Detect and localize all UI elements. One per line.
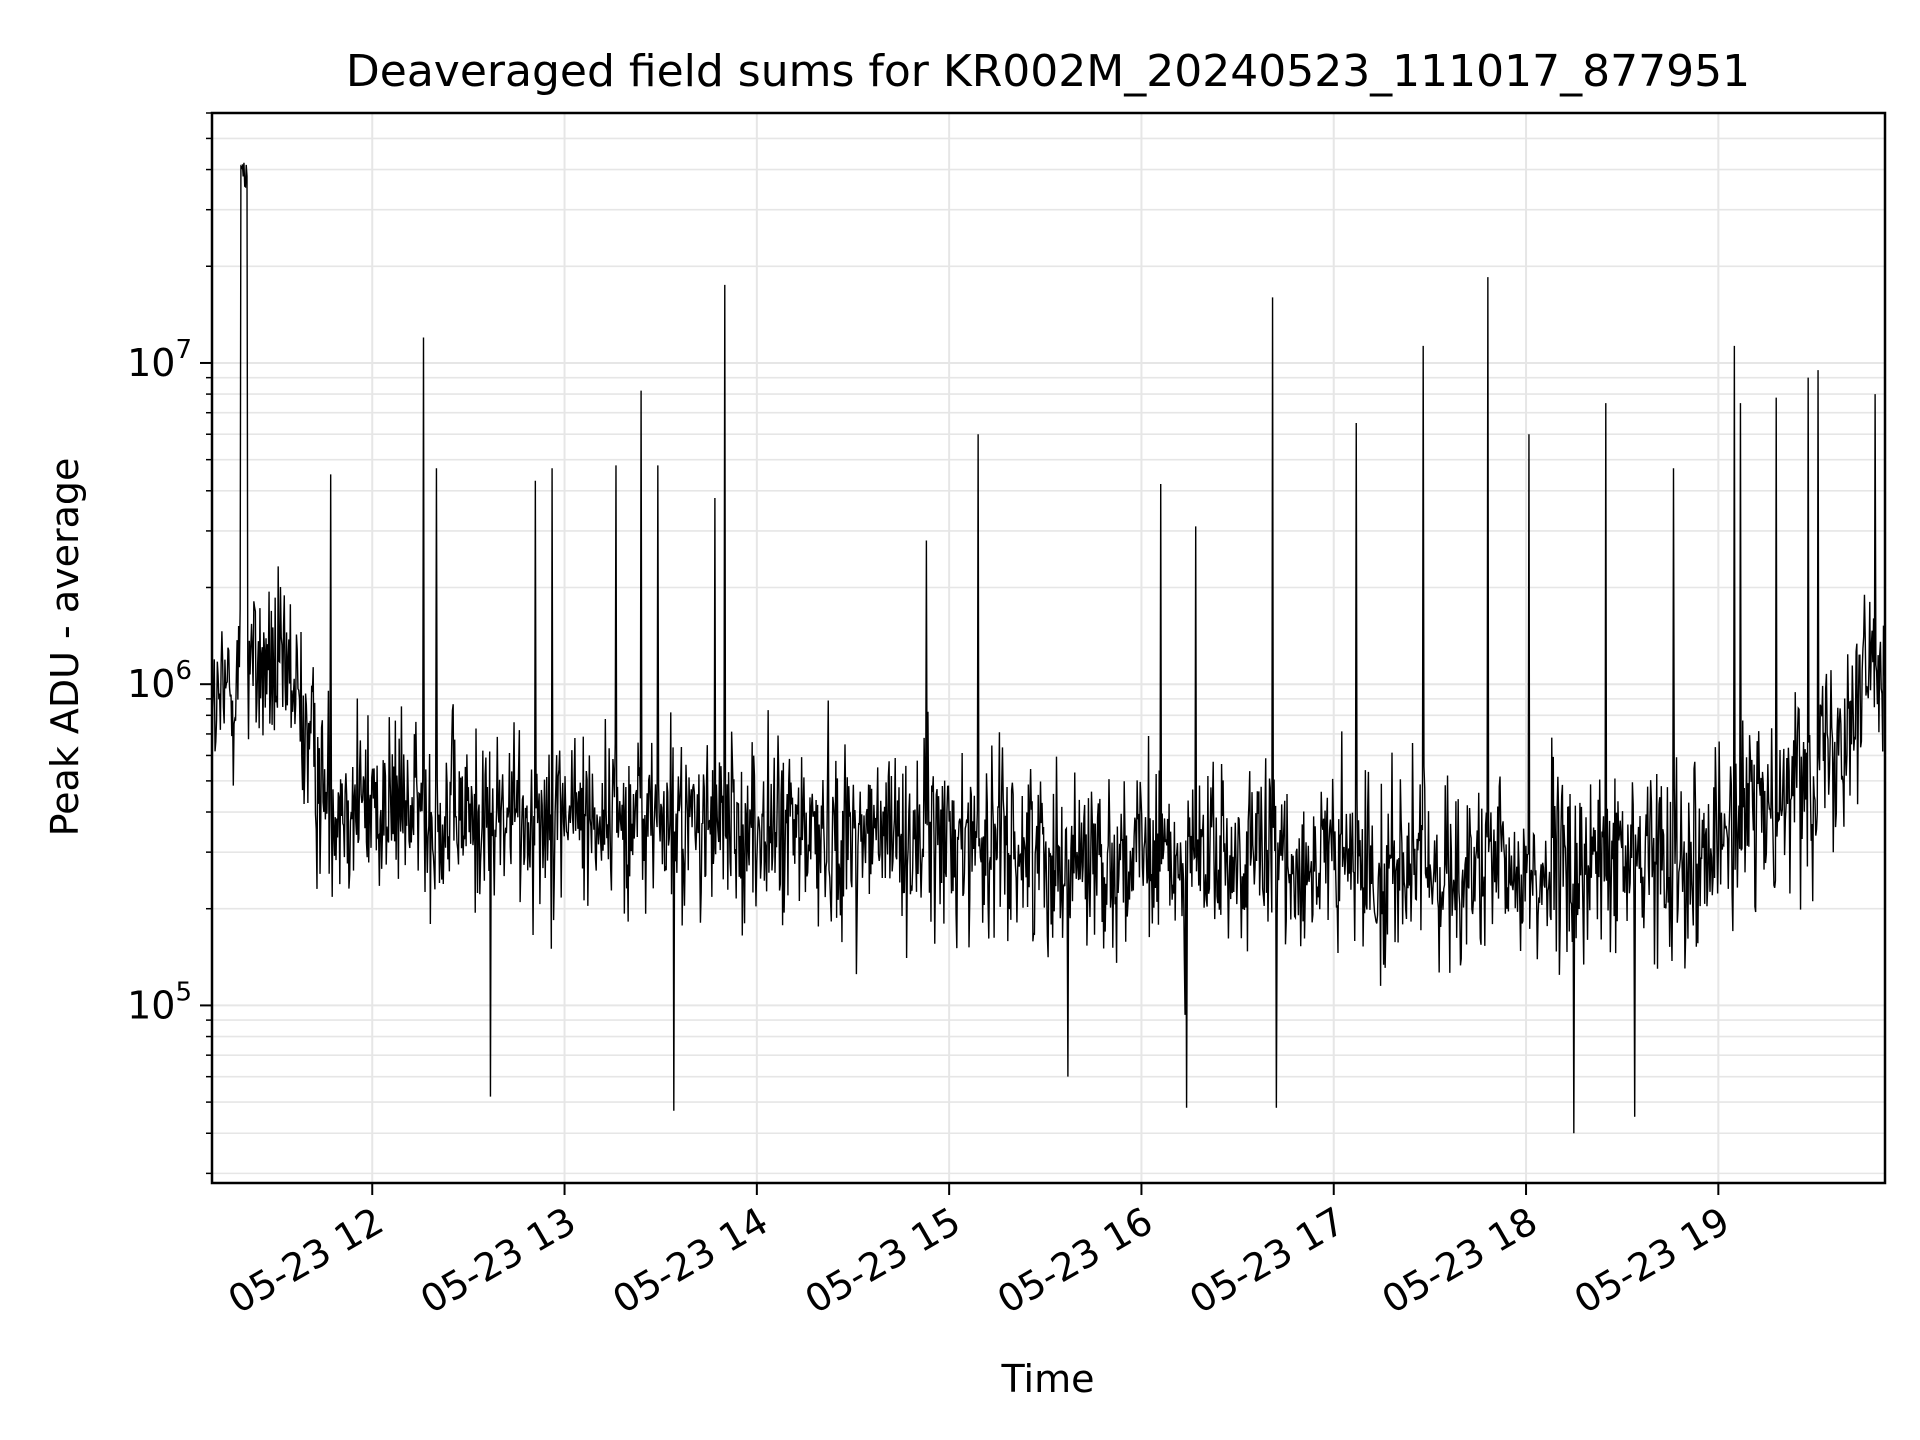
x-tick-label: 05-23 13 — [413, 1199, 583, 1323]
y-tick-label: 105 — [127, 977, 192, 1027]
chart-title: Deaveraged field sums for KR002M_2024052… — [346, 46, 1750, 97]
y-tick-label: 107 — [127, 335, 192, 385]
x-tick-label: 05-23 16 — [990, 1199, 1160, 1323]
x-tick-label: 05-23 12 — [221, 1199, 391, 1323]
data-series-line — [211, 162, 1886, 1134]
plot-area — [211, 162, 1886, 1134]
x-tick-label: 05-23 15 — [798, 1199, 968, 1323]
x-tick-label: 05-23 19 — [1567, 1199, 1737, 1323]
x-tick-label: 05-23 14 — [605, 1199, 775, 1323]
axes-frame — [210, 111, 1887, 1185]
y-tick-label: 106 — [127, 656, 192, 706]
x-axis-label: Time — [1001, 1357, 1095, 1401]
y-axis-label: Peak ADU - average — [43, 458, 87, 837]
x-tick-label: 05-23 17 — [1182, 1199, 1352, 1323]
x-tick-label: 05-23 18 — [1375, 1199, 1545, 1323]
